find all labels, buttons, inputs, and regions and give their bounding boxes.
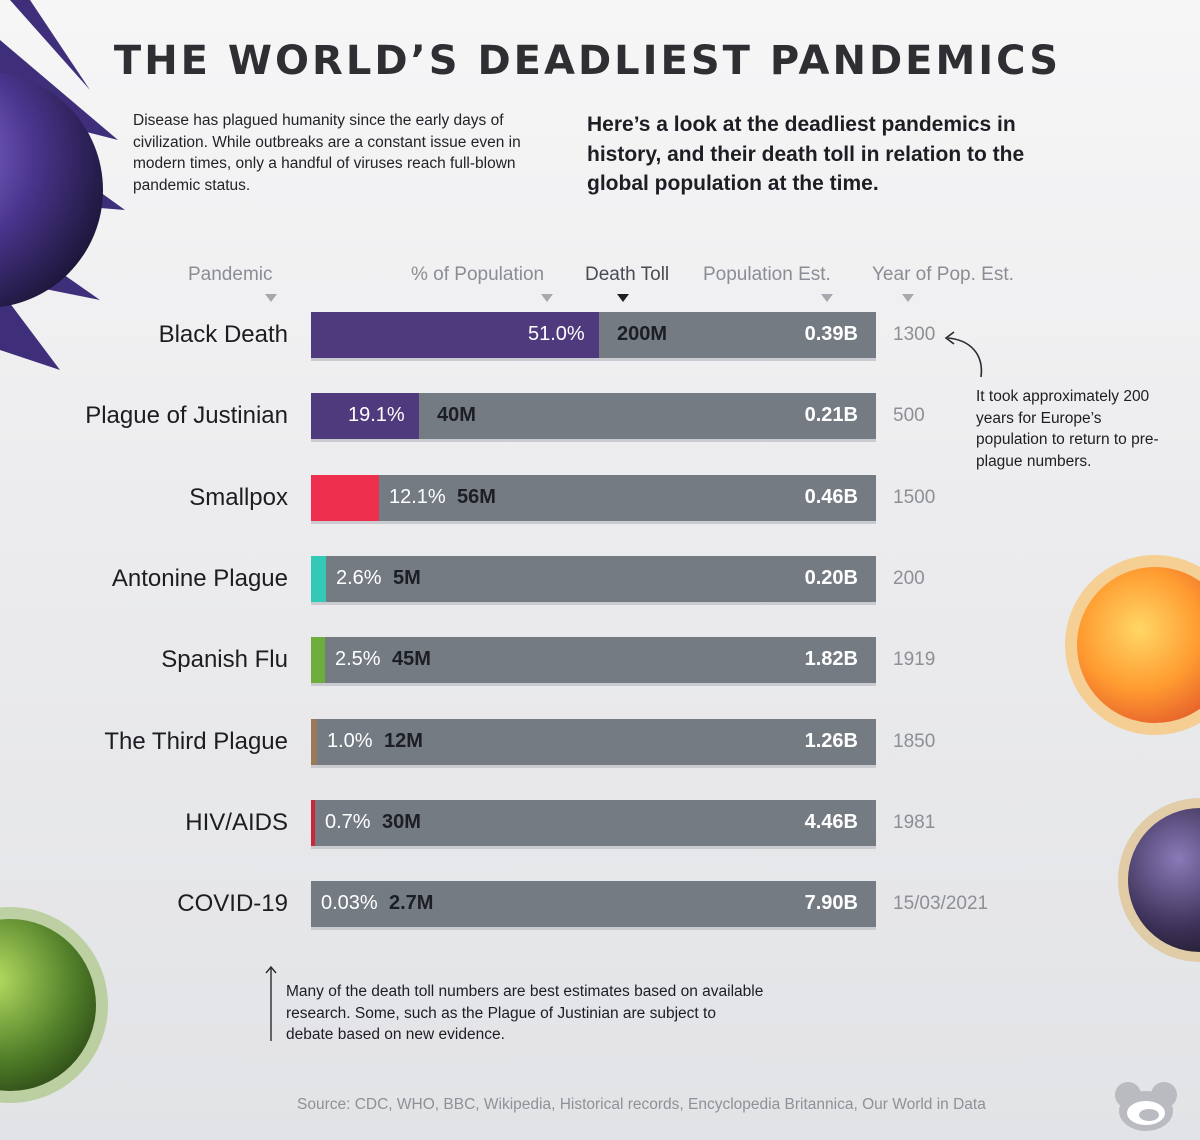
population-bar: 1.0% 12M 1.26B <box>311 719 876 765</box>
column-header-pct: % of Population <box>411 264 545 285</box>
death-toll-value: 5M <box>393 567 421 589</box>
population-year: 200 <box>893 568 925 589</box>
population-year: 1981 <box>893 812 936 833</box>
death-toll-value: 200M <box>617 323 668 345</box>
intro-right-text: Here’s a look at the deadliest pandemics… <box>587 113 1025 195</box>
pandemic-label: Plague of Justinian <box>85 402 288 429</box>
population-bar: 0.03% 2.7M 7.90B <box>311 881 876 927</box>
footnote-arrow-icon <box>265 965 277 1041</box>
death-toll-value: 45M <box>392 648 431 670</box>
population-value: 0.39B <box>804 323 858 345</box>
green-virus-illustration <box>0 907 108 1103</box>
sort-year-icon <box>902 294 914 302</box>
pandemic-label: HIV/AIDS <box>185 809 288 836</box>
page-title: THE WORLD’S DEADLIEST PANDEMICS <box>113 38 1062 84</box>
pct-value: 2.6% <box>336 567 382 589</box>
population-year: 1919 <box>893 649 936 670</box>
population-year: 1300 <box>893 324 936 345</box>
pct-value: 51.0% <box>528 323 585 345</box>
purple-virus-illustration <box>0 0 125 370</box>
pandemic-label: COVID-19 <box>177 890 288 917</box>
pandemic-label: Smallpox <box>189 484 288 511</box>
pct-value: 1.0% <box>327 730 373 752</box>
callout-arrow-icon <box>944 331 983 378</box>
death-share-bar <box>311 475 379 521</box>
sort-pandemic-icon <box>265 294 277 302</box>
chart-row: HIV/AIDS 0.7% 30M 4.46B 1981 <box>0 800 1200 846</box>
population-value: 1.82B <box>804 648 858 670</box>
orange-virus-illustration <box>1065 555 1200 735</box>
population-year: 500 <box>893 405 925 426</box>
population-bar: 2.6% 5M 0.20B <box>311 556 876 602</box>
chart-row: Antonine Plague 2.6% 5M 0.20B 200 <box>0 556 1200 602</box>
source-text: Source: CDC, WHO, BBC, Wikipedia, Histor… <box>297 1096 986 1113</box>
death-share-bar <box>311 719 317 765</box>
death-toll-value: 2.7M <box>389 892 434 914</box>
population-value: 0.46B <box>804 486 858 508</box>
pandemic-label: Black Death <box>158 321 288 348</box>
column-header-year: Year of Pop. Est. <box>872 264 1014 285</box>
dark-virus-illustration <box>1118 798 1200 962</box>
sort-pct-icon <box>541 294 553 302</box>
pct-value: 12.1% <box>389 486 446 508</box>
population-bar: 12.1% 56M 0.46B <box>311 475 876 521</box>
chart-row: Spanish Flu 2.5% 45M 1.82B 1919 <box>0 637 1200 683</box>
population-value: 4.46B <box>804 811 858 833</box>
pct-value: 19.1% <box>348 404 405 426</box>
population-bar: 19.1% 40M 0.21B <box>311 393 876 439</box>
column-header-toll: Death Toll <box>585 264 670 285</box>
chart-row: COVID-19 0.03% 2.7M 7.90B 15/03/2021 <box>0 881 1200 927</box>
intro-left-text: Disease has plagued humanity since the e… <box>133 112 521 194</box>
death-toll-value: 12M <box>384 730 423 752</box>
population-year: 15/03/2021 <box>893 893 989 914</box>
death-share-bar <box>311 556 326 602</box>
death-toll-value: 56M <box>457 486 496 508</box>
column-header-pop: Population Est. <box>703 264 831 285</box>
pandemic-label: Spanish Flu <box>161 646 288 673</box>
chart-row: Black Death 51.0% 200M 0.39B 1300 <box>0 312 1200 358</box>
death-toll-value: 40M <box>437 404 476 426</box>
population-bar: 2.5% 45M 1.82B <box>311 637 876 683</box>
chart-row: Plague of Justinian 19.1% 40M 0.21B 500 <box>0 393 1200 439</box>
pct-value: 2.5% <box>335 648 381 670</box>
chart-row: Smallpox 12.1% 56M 0.46B 1500 <box>0 475 1200 521</box>
population-value: 0.20B <box>804 567 858 589</box>
death-share-bar <box>311 393 419 439</box>
pct-value: 0.03% <box>321 892 378 914</box>
pct-value: 0.7% <box>325 811 371 833</box>
pandemic-label: Antonine Plague <box>111 565 288 592</box>
population-value: 1.26B <box>804 730 858 752</box>
column-header-pandemic: Pandemic <box>188 264 273 285</box>
brand-logo-icon <box>1115 1082 1177 1131</box>
population-year: 1850 <box>893 731 936 752</box>
chart-row: The Third Plague 1.0% 12M 1.26B 1850 <box>0 719 1200 765</box>
death-toll-value: 30M <box>382 811 421 833</box>
population-value: 0.21B <box>804 404 858 426</box>
footnote-text: Many of the death toll numbers are best … <box>286 983 764 1043</box>
sort-toll-active-icon <box>617 294 629 302</box>
death-share-bar <box>311 800 315 846</box>
population-value: 7.90B <box>804 892 858 914</box>
black-death-callout: It took approximately 200 years for Euro… <box>976 388 1159 470</box>
population-bar: 0.7% 30M 4.46B <box>311 800 876 846</box>
death-share-bar <box>311 637 325 683</box>
population-year: 1500 <box>893 487 936 508</box>
death-share-bar <box>311 312 599 358</box>
sort-pop-icon <box>821 294 833 302</box>
pandemic-label: The Third Plague <box>104 728 288 755</box>
population-bar: 51.0% 200M 0.39B <box>311 312 876 358</box>
